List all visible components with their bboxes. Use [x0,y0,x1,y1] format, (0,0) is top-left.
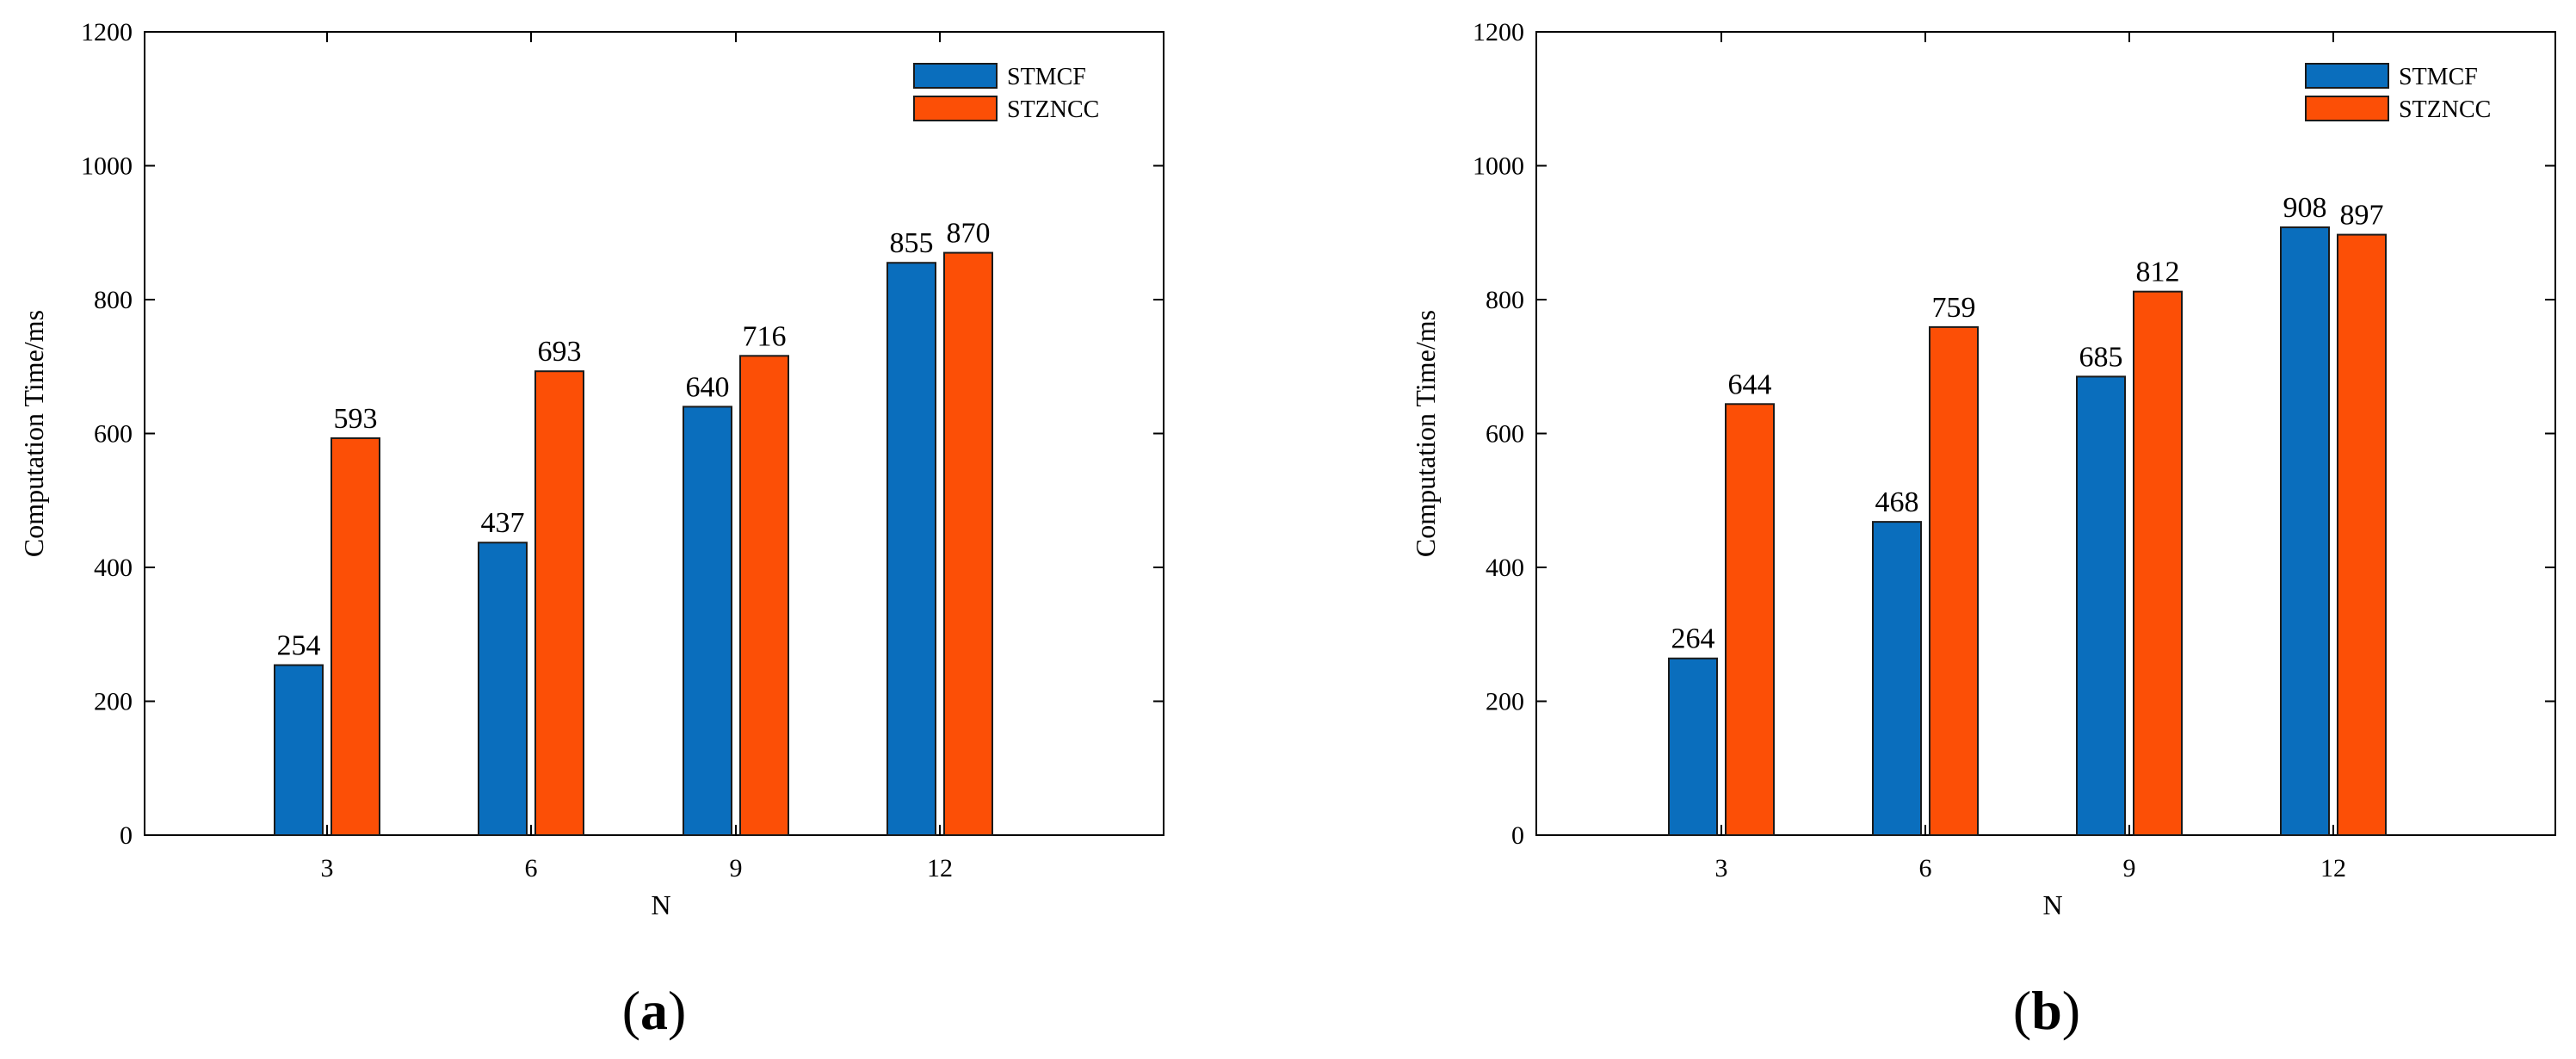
y-tick-label: 600 [1486,420,1524,449]
x-axis-label: N [651,889,670,920]
bar-stmcf [478,542,528,836]
data-label: 254 [277,630,321,662]
caption-open-paren: ( [2013,980,2031,1041]
y-tick-label: 1000 [1473,152,1524,181]
legend-swatch-stzncc [913,96,998,121]
legend-label-stmcf: STMCF [1007,64,1086,90]
legend-swatch-stmcf [913,63,998,89]
x-tick-label: 9 [730,854,743,882]
bar-stzncc [739,355,789,836]
bar-stmcf [274,664,324,837]
y-tick-label: 400 [94,554,133,582]
data-label: 437 [481,507,525,539]
y-axis-label: Computation Time/ms [18,310,49,557]
legend-swatch-stmcf [2305,63,2389,89]
y-tick-label: 1200 [81,18,133,46]
data-label: 593 [334,403,378,435]
legend-label-stzncc: STZNCC [1007,96,1099,123]
caption-letter: b [2031,980,2062,1041]
bar-stzncc [330,437,380,836]
bar-stmcf [2280,226,2330,836]
caption-open-paren: ( [622,980,640,1041]
y-tick-label: 200 [1486,688,1524,716]
bar-stmcf [1668,657,1718,836]
data-label: 644 [1728,368,1772,400]
y-tick-label: 800 [1486,286,1524,314]
y-tick-label: 1000 [81,152,133,181]
data-label: 716 [743,320,787,352]
bar-stzncc [2337,233,2387,836]
y-tick-label: 400 [1486,554,1524,582]
data-label: 908 [2283,192,2327,224]
legend: STMCF STZNCC [2305,63,2491,123]
bar-stmcf [2076,375,2126,837]
x-tick-label: 3 [1715,854,1728,882]
bar-stmcf [683,406,732,836]
data-label: 870 [947,218,991,250]
bar-stmcf [1872,521,1922,836]
legend-label-stzncc: STZNCC [2399,96,2491,123]
chart-panel-b: 0 200 400 600 800 1000 1200 3 264 644 6 468 759 9 685 8… [1410,18,2556,1041]
data-label: 759 [1932,292,1976,324]
y-tick-label: 800 [94,286,133,314]
x-tick-label: 12 [2320,854,2346,882]
x-tick-label: 9 [2123,854,2136,882]
y-tick-label: 0 [1511,821,1524,850]
panel-caption: (a) [622,980,687,1041]
data-label: 685 [2079,341,2123,373]
bar-stzncc [1725,403,1775,836]
caption-close-paren: ) [668,980,686,1041]
x-tick-label: 6 [525,854,538,882]
data-label: 855 [890,227,934,259]
x-tick-label: 12 [927,854,953,882]
y-tick-label: 200 [94,688,133,716]
data-label: 264 [1671,623,1715,655]
y-tick-label: 600 [94,420,133,449]
bar-stzncc [534,370,584,836]
data-label: 812 [2136,257,2180,288]
x-tick-label: 6 [1919,854,1932,882]
data-label: 468 [1875,486,1919,518]
x-tick-label: 3 [321,854,334,882]
bar-stzncc [2133,290,2183,837]
data-label: 897 [2340,200,2384,232]
legend-swatch-stzncc [2305,96,2389,121]
legend: STMCF STZNCC [913,63,1099,123]
caption-close-paren: ) [2062,980,2080,1041]
legend-label-stmcf: STMCF [2399,64,2478,90]
bar-stmcf [886,262,936,836]
bar-stzncc [1929,325,1979,836]
y-tick-label: 1200 [1473,18,1524,46]
panel-caption: (b) [2013,980,2080,1041]
caption-letter: a [640,980,668,1041]
data-label: 640 [686,371,730,403]
chart-panel-a: 0 200 400 600 800 1000 1200 3 254 593 6 437 693 9 640 7… [18,18,1164,1041]
x-axis-label: N [2042,889,2062,920]
bar-stzncc [943,251,993,836]
data-label: 693 [538,336,582,368]
y-axis-label: Computation Time/ms [1410,310,1441,557]
y-tick-label: 0 [120,821,133,850]
